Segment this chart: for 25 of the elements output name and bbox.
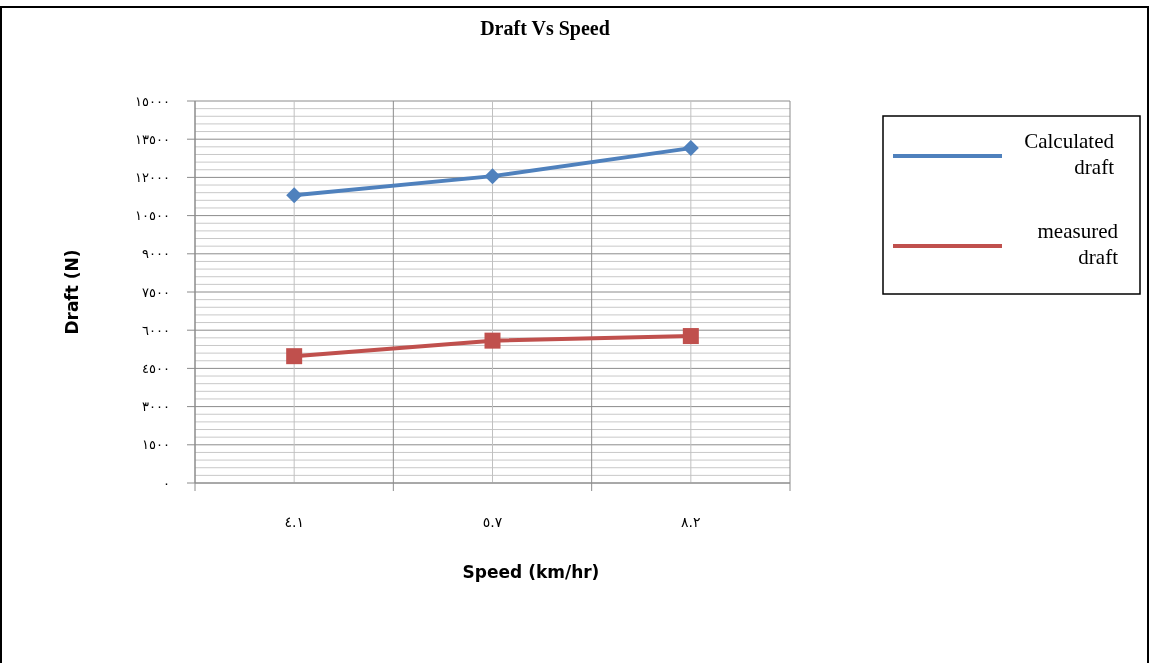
x-axis-title: Speed (km/hr): [462, 562, 600, 582]
x-tick-label: ٥.٧: [482, 514, 503, 530]
y-tick-label: ٣٠٠٠: [142, 399, 170, 415]
point: [484, 332, 501, 349]
point: [484, 168, 501, 185]
y-tick-label: ١٠٥٠٠: [135, 208, 170, 224]
y-tick-label: ٩٠٠٠: [142, 246, 170, 262]
y-axis-title: Draft (N): [62, 249, 82, 335]
point: [286, 348, 303, 365]
text: measured draft: [1037, 219, 1119, 270]
text: Calculated draft: [1024, 129, 1115, 180]
y-tick-label: ٤٥٠٠: [142, 360, 170, 376]
y-tick-label: ٧٥٠٠: [142, 284, 170, 300]
y-tick-label: ٠: [163, 475, 170, 491]
x-tick-label: ٨.٢: [681, 514, 701, 530]
y-tick-label: ١٥٠٠: [142, 437, 170, 453]
y-tick-label: ٦٠٠٠: [142, 322, 170, 338]
y-tick-label: ١٣٥٠٠: [135, 131, 170, 147]
y-tick-label: ١٢٠٠٠: [135, 169, 170, 185]
x-tick-label: ٤.١: [284, 514, 304, 530]
point: [682, 328, 699, 345]
point: [682, 140, 699, 157]
y-tick-label: ١٥٠٠٠: [135, 93, 170, 109]
chart-title: Draft Vs Speed: [480, 17, 610, 40]
point: [286, 187, 303, 204]
